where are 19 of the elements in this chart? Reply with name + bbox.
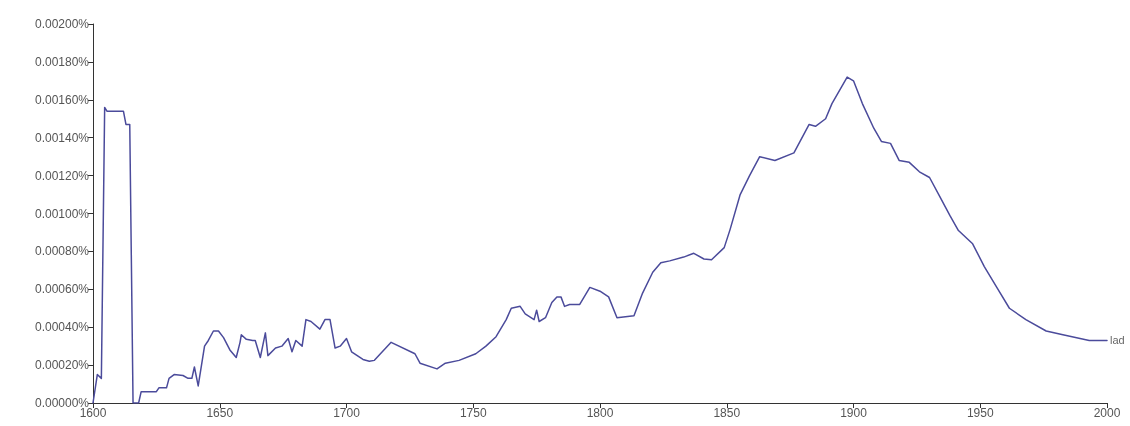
x-tick-label: 1700 bbox=[333, 406, 361, 420]
x-tick-label: 1650 bbox=[206, 406, 234, 420]
y-tick-label: 0.00120% bbox=[34, 168, 90, 183]
y-tick-label: 0.00200% bbox=[34, 17, 90, 31]
x-tick-label: 1800 bbox=[586, 406, 614, 420]
x-tick-label: 1850 bbox=[713, 406, 741, 420]
y-tick-label: 0.00060% bbox=[34, 282, 90, 297]
y-tick-label: 0.00100% bbox=[34, 206, 90, 221]
y-tick-label: 0.00180% bbox=[34, 54, 90, 69]
series-label: lad bbox=[1110, 334, 1125, 347]
y-tick-label: 0.00140% bbox=[34, 130, 90, 145]
y-tick-label: 0.00080% bbox=[34, 244, 90, 259]
y-tick-label: 0.00160% bbox=[34, 92, 90, 107]
x-tick-label: 1950 bbox=[966, 406, 994, 420]
x-tick-label: 1900 bbox=[840, 406, 868, 420]
x-tick-label: 2000 bbox=[1093, 406, 1121, 420]
x-tick-label: 1750 bbox=[459, 406, 487, 420]
y-tick-label: 0.00020% bbox=[34, 358, 90, 373]
y-tick-label: 0.00040% bbox=[34, 320, 90, 335]
